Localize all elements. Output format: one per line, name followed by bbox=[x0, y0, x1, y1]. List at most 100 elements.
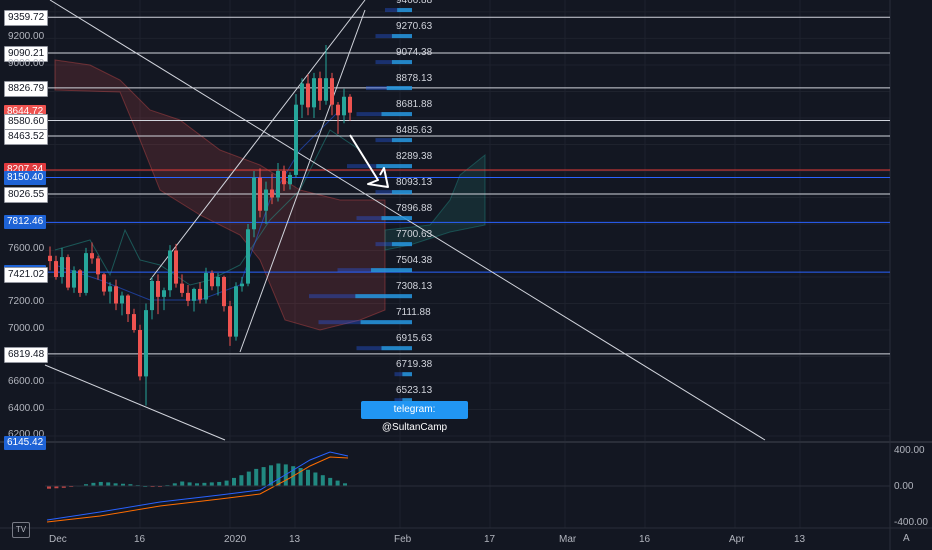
price-label[interactable]: 6200.00 bbox=[8, 429, 45, 441]
chikou-span bbox=[54, 129, 361, 286]
candle-body bbox=[138, 330, 142, 377]
price-label[interactable]: 9200.00 bbox=[8, 31, 45, 43]
osc-label-top: 400.00 bbox=[894, 445, 925, 456]
auto-scale-button[interactable]: A bbox=[903, 533, 910, 544]
price-label[interactable]: 7600.00 bbox=[8, 243, 45, 255]
osc-label-zero: 0.00 bbox=[894, 481, 914, 492]
time-axis-label: 2020 bbox=[224, 534, 247, 545]
time-axis-label: Feb bbox=[394, 534, 412, 545]
oscillator-bar bbox=[320, 475, 325, 486]
candle-body bbox=[174, 250, 178, 284]
oscillator-bar bbox=[276, 463, 281, 486]
time-axis-label: Dec bbox=[49, 534, 67, 545]
oscillator-bar bbox=[180, 481, 185, 486]
volume-profile-price: 9270.63 bbox=[396, 21, 433, 33]
price-label[interactable]: 7200.00 bbox=[8, 296, 45, 308]
oscillator-bar bbox=[121, 483, 125, 486]
volume-profile-bar bbox=[355, 294, 412, 299]
oscillator-bar bbox=[261, 467, 266, 486]
volume-profile-price: 6719.38 bbox=[396, 359, 433, 371]
candle-body bbox=[228, 306, 232, 337]
time-axis-label: 13 bbox=[794, 534, 806, 545]
volume-profile-price: 7111.88 bbox=[396, 307, 431, 319]
oscillator-bar bbox=[254, 468, 259, 486]
volume-profile-bar bbox=[391, 34, 412, 39]
oscillator-bar bbox=[313, 472, 318, 486]
volume-profile-bar bbox=[381, 216, 412, 221]
candle-body bbox=[294, 104, 298, 175]
price-label[interactable]: 6819.48 bbox=[4, 346, 49, 363]
volume-profile-price: 6523.13 bbox=[396, 385, 433, 397]
candle-body bbox=[66, 257, 70, 288]
osc-label-bottom: -400.00 bbox=[894, 517, 928, 528]
volume-profile-bar bbox=[391, 190, 412, 195]
candle-body bbox=[96, 258, 100, 275]
price-label[interactable]: 7000.00 bbox=[8, 323, 45, 334]
candle-body bbox=[198, 288, 202, 300]
telegram-annotation[interactable]: telegram: @SultanCamp bbox=[361, 401, 468, 433]
candle-body bbox=[150, 280, 154, 311]
oscillator-bar bbox=[217, 481, 222, 486]
time-axis-label: Mar bbox=[559, 534, 577, 545]
oscillator-bar bbox=[187, 482, 192, 486]
volume-profile-bar bbox=[381, 112, 412, 117]
candle-body bbox=[144, 310, 148, 377]
price-label[interactable]: 6600.00 bbox=[8, 376, 45, 387]
price-label[interactable]: 7812.46 bbox=[4, 215, 47, 230]
volume-profile-bar bbox=[391, 60, 412, 65]
candle-body bbox=[276, 170, 280, 198]
price-label[interactable]: 6400.00 bbox=[8, 402, 45, 414]
candle-body bbox=[270, 189, 274, 198]
volume-profile-price: 8289.38 bbox=[396, 151, 433, 163]
ichimoku-cloud bbox=[54, 59, 486, 331]
candle-body bbox=[192, 288, 196, 301]
volume-profile-bar bbox=[381, 346, 412, 351]
volume-profile-bar bbox=[397, 8, 412, 13]
time-axis-label: 16 bbox=[639, 534, 651, 545]
price-label[interactable]: 6145.42 bbox=[4, 436, 47, 451]
volume-profile-price: 8485.63 bbox=[396, 125, 433, 137]
price-label[interactable]: 9090.21 bbox=[4, 45, 49, 62]
oscillator-bar bbox=[232, 477, 236, 486]
volume-profile-price: 7308.13 bbox=[396, 281, 433, 293]
candle-body bbox=[204, 273, 208, 300]
price-label[interactable]: 7421.02 bbox=[4, 267, 49, 284]
price-label[interactable]: 8580.60 bbox=[4, 113, 49, 130]
price-label[interactable]: 9000.00 bbox=[8, 57, 45, 69]
candle-body bbox=[126, 295, 130, 315]
volume-profile-price: 8681.88 bbox=[396, 99, 433, 111]
oscillator-bar bbox=[328, 477, 333, 486]
price-label[interactable]: 8463.52 bbox=[4, 129, 49, 146]
price-label[interactable]: 8026.55 bbox=[4, 186, 49, 203]
volume-profile-bar bbox=[391, 138, 412, 143]
macd-line bbox=[46, 451, 349, 521]
volume-profile-price: 7896.88 bbox=[396, 203, 433, 215]
candle-body bbox=[348, 96, 352, 113]
candle-body bbox=[84, 253, 88, 293]
candle-body bbox=[288, 174, 292, 185]
candle-body bbox=[318, 78, 322, 101]
volume-profile-bar bbox=[376, 164, 412, 169]
candle-body bbox=[216, 276, 220, 287]
candle-body bbox=[78, 270, 82, 293]
volume-profile-price: 6915.63 bbox=[396, 333, 433, 345]
cloud-bullish bbox=[384, 153, 486, 251]
price-label[interactable]: 9359.72 bbox=[4, 10, 49, 27]
oscillator-bar bbox=[298, 468, 303, 486]
price-label[interactable]: 8826.79 bbox=[4, 80, 49, 97]
oscillator-bar bbox=[195, 483, 199, 486]
candle-body bbox=[252, 177, 256, 230]
candle-body bbox=[312, 78, 316, 108]
projection-arrow[interactable] bbox=[349, 134, 389, 188]
time-axis-label: 17 bbox=[484, 534, 496, 545]
horizontal-levels[interactable] bbox=[45, 16, 890, 355]
candle-body bbox=[180, 283, 184, 293]
candle-body bbox=[102, 274, 106, 292]
oscillator-bar bbox=[54, 486, 59, 489]
tradingview-logo-icon[interactable]: TV bbox=[12, 522, 30, 538]
price-label[interactable]: 8150.40 bbox=[4, 170, 47, 185]
candle-body bbox=[324, 78, 328, 101]
cloud-bearish bbox=[54, 59, 386, 331]
